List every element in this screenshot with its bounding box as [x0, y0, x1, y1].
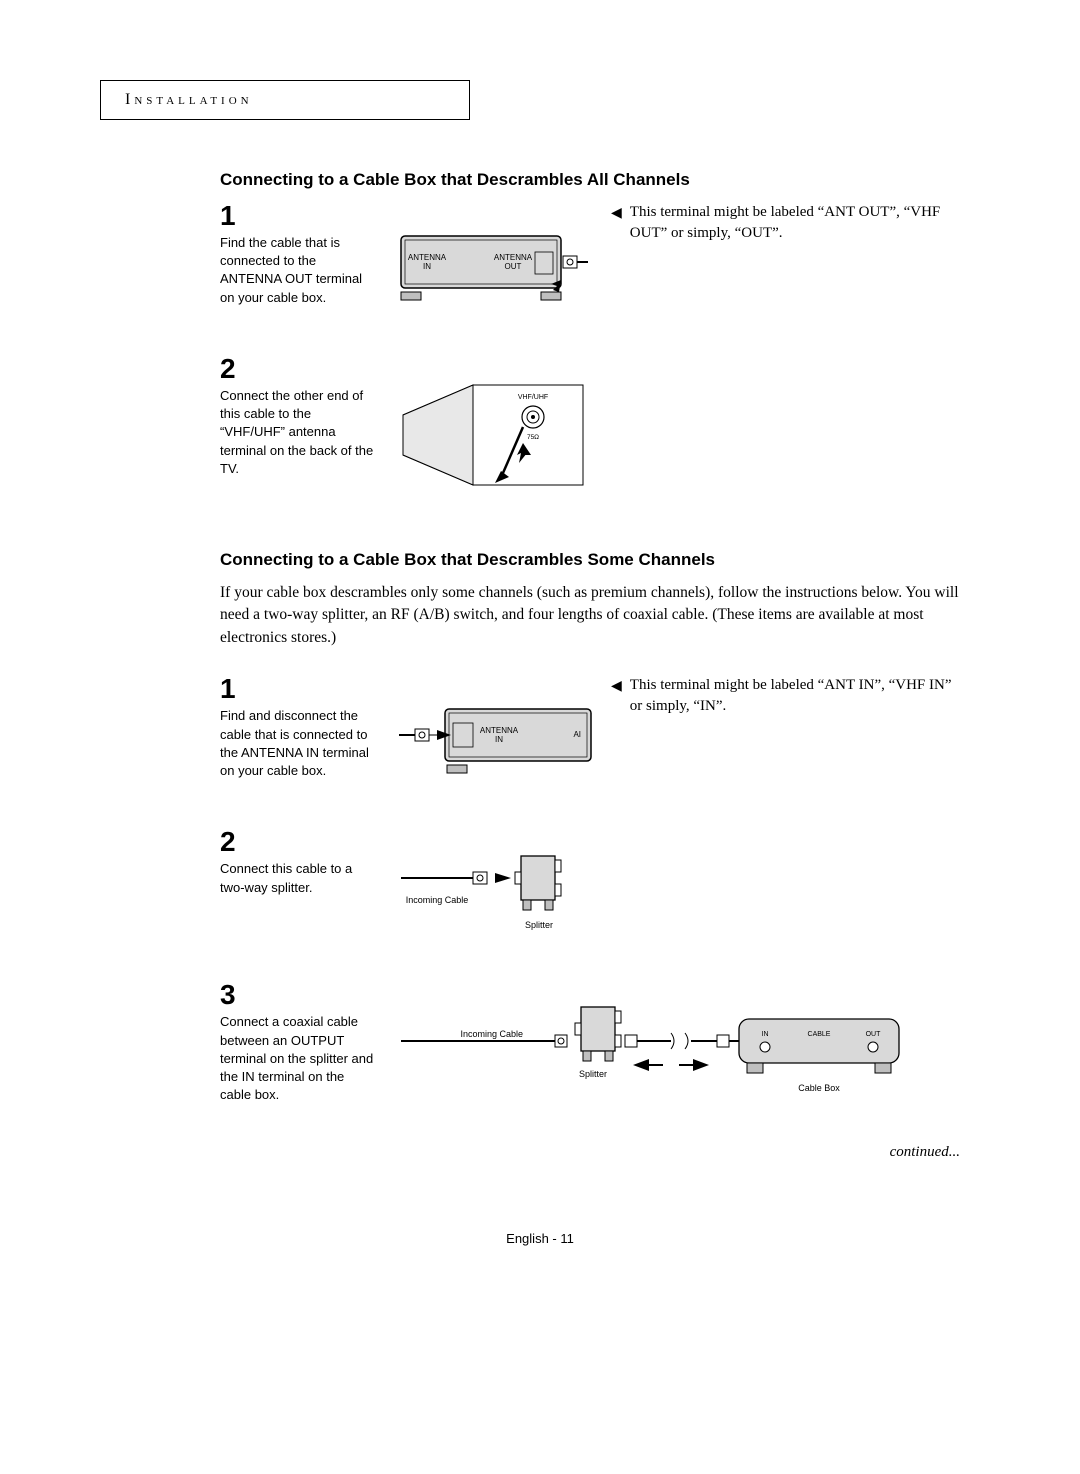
note-text: This terminal might be labeled “ANT IN”,…	[630, 675, 960, 717]
svg-text:CABLE: CABLE	[808, 1031, 831, 1038]
section-b-body: If your cable box descrambles only some …	[220, 582, 960, 649]
svg-text:Incoming Cable: Incoming Cable	[460, 1029, 523, 1039]
section-b-title: Connecting to a Cable Box that Descrambl…	[220, 550, 960, 570]
step-note: ◀ This terminal might be labeled “ANT IN…	[611, 675, 960, 717]
svg-text:IN: IN	[495, 735, 503, 744]
section-a-title: Connecting to a Cable Box that Descrambl…	[220, 170, 960, 190]
step-text: 2 Connect this cable to a two-way splitt…	[220, 828, 375, 896]
step-number: 3	[220, 981, 375, 1009]
step-row-b3: 3 Connect a coaxial cable between an OUT…	[220, 981, 960, 1116]
svg-text:ANTENNA: ANTENNA	[408, 253, 447, 262]
section-header: Installation	[125, 91, 253, 108]
continued-text: continued...	[220, 1144, 960, 1161]
step-description: Find the cable that is connected to the …	[220, 234, 375, 307]
step-number: 1	[220, 202, 375, 230]
svg-text:AI: AI	[573, 730, 581, 739]
section-b: Connecting to a Cable Box that Descrambl…	[220, 550, 960, 1161]
step-number: 2	[220, 355, 375, 383]
diagram-splitter-to-box: Incoming Cable Splitter	[393, 981, 913, 1116]
svg-text:ANTENNA: ANTENNA	[494, 253, 533, 262]
diagram-splitter: Incoming Cable Splitter	[393, 828, 633, 953]
diagram-tv-back: VHF/UHF 75Ω	[393, 355, 593, 500]
svg-text:VHF/UHF: VHF/UHF	[518, 394, 548, 401]
step-number: 1	[220, 675, 375, 703]
step-description: Connect the other end of this cable to t…	[220, 387, 375, 478]
step-text: 1 Find and disconnect the cable that is …	[220, 675, 375, 780]
svg-text:OUT: OUT	[505, 262, 522, 271]
note-text: This terminal might be labeled “ANT OUT”…	[630, 202, 960, 244]
step-row-b2: 2 Connect this cable to a two-way splitt…	[220, 828, 960, 953]
note-arrow-icon: ◀	[611, 204, 622, 244]
svg-text:Cable Box: Cable Box	[798, 1083, 840, 1093]
step-row-a2: 2 Connect the other end of this cable to…	[220, 355, 960, 500]
step-note: ◀ This terminal might be labeled “ANT OU…	[611, 202, 960, 244]
step-description: Connect this cable to a two-way splitter…	[220, 860, 375, 896]
step-description: Connect a coaxial cable between an OUTPU…	[220, 1013, 375, 1104]
note-arrow-icon: ◀	[611, 677, 622, 717]
diagram-cable-box-in: ANTENNA IN AI	[393, 675, 593, 800]
page-content: Connecting to a Cable Box that Descrambl…	[220, 170, 960, 1161]
page-number: English - 11	[100, 1231, 980, 1246]
section-header-box: Installation	[100, 80, 470, 120]
step-text: 3 Connect a coaxial cable between an OUT…	[220, 981, 375, 1104]
svg-text:Incoming Cable: Incoming Cable	[406, 895, 469, 905]
svg-text:IN: IN	[423, 262, 431, 271]
diagram-cable-box-out: ANTENNA IN ANTENNA OUT	[393, 202, 593, 327]
step-text: 2 Connect the other end of this cable to…	[220, 355, 375, 478]
step-row-b1: 1 Find and disconnect the cable that is …	[220, 675, 960, 800]
svg-text:Splitter: Splitter	[579, 1069, 607, 1079]
step-text: 1 Find the cable that is connected to th…	[220, 202, 375, 307]
step-description: Find and disconnect the cable that is co…	[220, 707, 375, 780]
step-row-a1: 1 Find the cable that is connected to th…	[220, 202, 960, 327]
svg-text:Splitter: Splitter	[525, 920, 553, 930]
svg-text:ANTENNA: ANTENNA	[480, 726, 519, 735]
svg-text:IN: IN	[762, 1031, 769, 1038]
svg-text:75Ω: 75Ω	[527, 434, 539, 441]
svg-text:OUT: OUT	[866, 1031, 882, 1038]
step-number: 2	[220, 828, 375, 856]
